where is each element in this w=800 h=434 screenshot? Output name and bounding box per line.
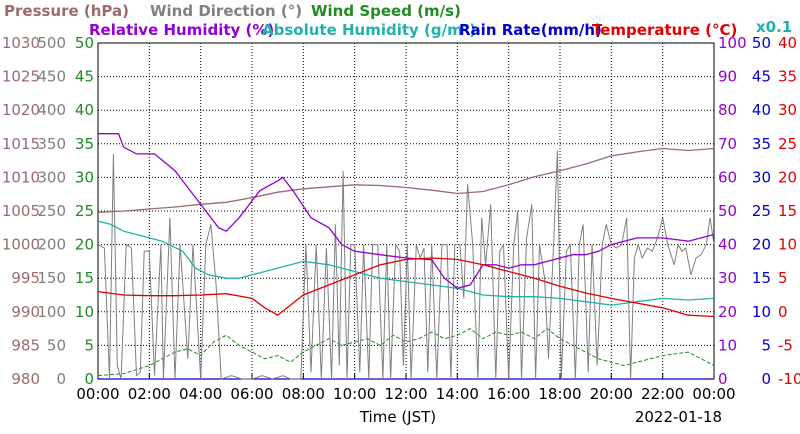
- y-tick-pressure: 1005: [2, 202, 40, 220]
- y-tick-humidity: 90: [718, 68, 737, 86]
- y-tick-humidity: 100: [718, 34, 747, 52]
- x-tick-label: 08:00: [282, 385, 325, 403]
- y-tick-humidity: 40: [718, 236, 737, 254]
- y-tick-wind-speed: 35: [75, 135, 94, 153]
- y-axes: 9809859909951000100510101015102010251030…: [2, 34, 800, 388]
- y-tick-wind-dir: 400: [37, 101, 66, 119]
- x-tick-label: 16:00: [487, 385, 530, 403]
- y-tick-wind-speed: 30: [75, 168, 94, 186]
- y-tick-pressure: 980: [11, 370, 40, 388]
- y-tick-wind-dir: 350: [37, 135, 66, 153]
- legend-relative-humidity: Relative Humidity (%): [89, 21, 274, 39]
- y-tick-humidity: 30: [718, 269, 737, 287]
- scale-note: x0.1: [756, 18, 792, 36]
- y-tick-temperature: -10: [778, 370, 800, 388]
- y-tick-rain: 5: [761, 336, 771, 354]
- x-tick-label: 00:00: [76, 385, 119, 403]
- series-humidity-line: [97, 220, 715, 306]
- y-tick-wind-speed: 40: [75, 101, 94, 119]
- y-tick-rain: 35: [752, 135, 771, 153]
- y-tick-humidity: 80: [718, 101, 737, 119]
- y-tick-humidity: 0: [718, 370, 728, 388]
- y-tick-humidity: 60: [718, 168, 737, 186]
- y-tick-wind-dir: 100: [37, 303, 66, 321]
- legend-rain-rate: Rain Rate(mm/h): [459, 21, 602, 39]
- y-tick-temperature: 25: [778, 135, 797, 153]
- y-tick-wind-dir: 150: [37, 269, 66, 287]
- y-tick-temperature: 30: [778, 101, 797, 119]
- y-tick-humidity: 70: [718, 135, 737, 153]
- y-tick-wind-speed: 45: [75, 68, 94, 86]
- y-tick-wind-dir: 200: [37, 236, 66, 254]
- y-tick-pressure: 1000: [2, 236, 40, 254]
- y-tick-pressure: 995: [11, 269, 40, 287]
- y-tick-wind-dir: 300: [37, 168, 66, 186]
- x-tick-label: 18:00: [538, 385, 581, 403]
- y-tick-wind-speed: 5: [84, 336, 94, 354]
- legend-temperature: Temperature (°C): [592, 21, 737, 39]
- x-tick-label: 12:00: [384, 385, 427, 403]
- y-tick-pressure: 1020: [2, 101, 40, 119]
- x-tick-label: 14:00: [436, 385, 479, 403]
- y-tick-temperature: 10: [778, 236, 797, 254]
- x-tick-label: 10:00: [333, 385, 376, 403]
- y-tick-temperature: 0: [778, 303, 788, 321]
- date-label: 2022-01-18: [635, 408, 722, 426]
- y-tick-pressure: 990: [11, 303, 40, 321]
- legend-wind-direction: Wind Direction (°): [150, 2, 302, 20]
- x-tick-label: 20:00: [590, 385, 633, 403]
- y-tick-wind-dir: 0: [56, 370, 66, 388]
- x-tick-label: 06:00: [230, 385, 273, 403]
- y-tick-rain: 50: [752, 34, 771, 52]
- y-tick-rain: 45: [752, 68, 771, 86]
- y-tick-temperature: 5: [778, 269, 788, 287]
- y-tick-temperature: 35: [778, 68, 797, 86]
- y-tick-wind-speed: 50: [75, 34, 94, 52]
- y-tick-wind-speed: 0: [84, 370, 94, 388]
- series-temperature-line: [97, 257, 715, 318]
- x-axis-label: Time (JST): [359, 408, 436, 426]
- series-group: [97, 133, 715, 380]
- y-tick-rain: 30: [752, 168, 771, 186]
- y-tick-wind-speed: 10: [75, 303, 94, 321]
- legend-absolute-humidity: Absolute Humidity (g/m³): [262, 21, 476, 39]
- y-tick-pressure: 985: [11, 336, 40, 354]
- y-tick-wind-dir: 450: [37, 68, 66, 86]
- x-tick-label: 22:00: [641, 385, 684, 403]
- y-tick-wind-dir: 50: [47, 336, 66, 354]
- y-tick-temperature: -5: [778, 336, 793, 354]
- y-tick-rain: 40: [752, 101, 771, 119]
- y-tick-rain: 0: [761, 370, 771, 388]
- x-tick-label: 04:00: [179, 385, 222, 403]
- y-tick-rain: 15: [752, 269, 771, 287]
- y-tick-wind-dir: 250: [37, 202, 66, 220]
- x-tick-label: 00:00: [692, 385, 735, 403]
- y-tick-wind-speed: 15: [75, 269, 94, 287]
- y-tick-rain: 25: [752, 202, 771, 220]
- y-tick-pressure: 1025: [2, 68, 40, 86]
- y-tick-rain: 10: [752, 303, 771, 321]
- y-tick-temperature: 15: [778, 202, 797, 220]
- grid: [98, 43, 714, 379]
- series-wind-dir-line: [97, 150, 715, 380]
- y-tick-humidity: 10: [718, 336, 737, 354]
- y-tick-wind-speed: 20: [75, 236, 94, 254]
- y-tick-wind-dir: 500: [37, 34, 66, 52]
- series-wind-speed-line: [97, 327, 715, 377]
- x-tick-label: 02:00: [128, 385, 171, 403]
- y-tick-pressure: 1010: [2, 168, 40, 186]
- y-tick-rain: 20: [752, 236, 771, 254]
- y-tick-wind-speed: 25: [75, 202, 94, 220]
- y-tick-humidity: 50: [718, 202, 737, 220]
- legend-pressure: Pressure (hPa): [4, 2, 129, 20]
- series-humidity-line: [98, 133, 715, 290]
- legend-wind-speed: Wind Speed (m/s): [311, 2, 461, 20]
- y-tick-temperature: 40: [778, 34, 797, 52]
- y-tick-temperature: 20: [778, 168, 797, 186]
- y-tick-pressure: 1030: [2, 34, 40, 52]
- chart-header: Pressure (hPa) Wind Direction (°) Wind S…: [4, 2, 792, 39]
- y-tick-pressure: 1015: [2, 135, 40, 153]
- y-tick-humidity: 20: [718, 303, 737, 321]
